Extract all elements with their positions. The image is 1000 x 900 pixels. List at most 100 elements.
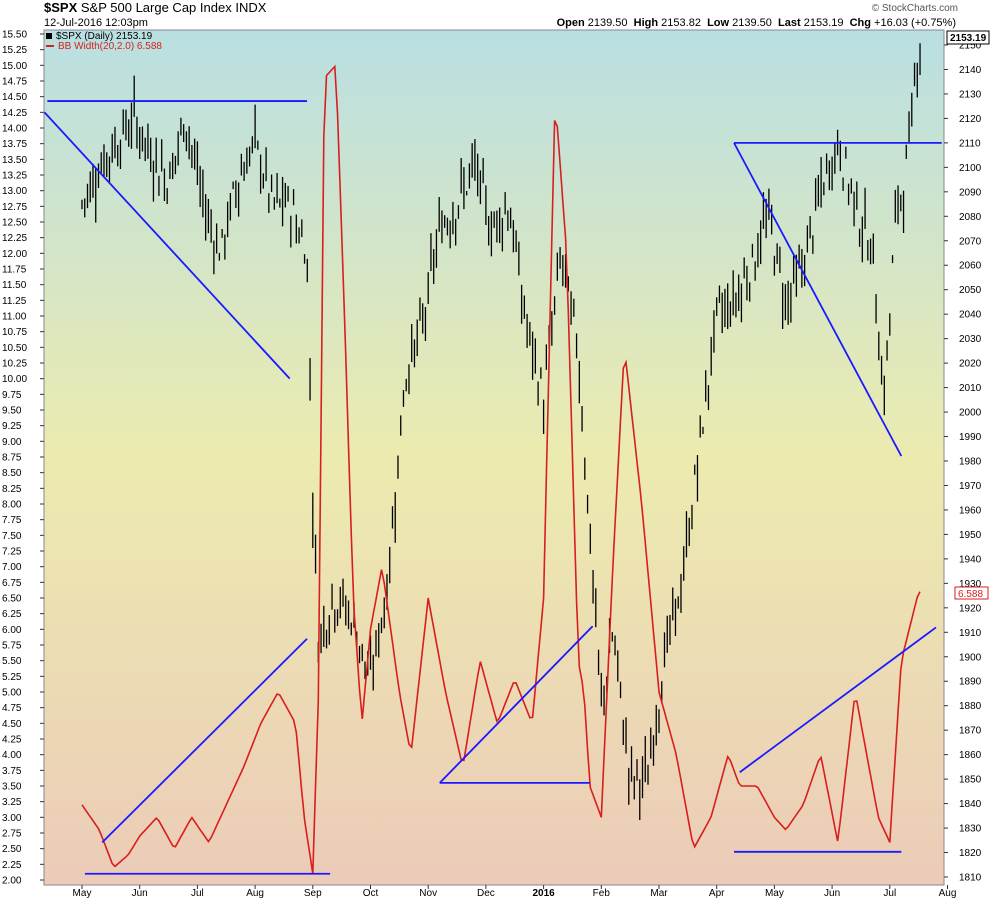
- bb-rising-line: [439, 625, 594, 784]
- left-tick-label: 9.75: [2, 390, 22, 401]
- right-tick-label: 2010: [959, 383, 982, 394]
- x-tick-label: Jul: [191, 888, 204, 899]
- left-tick-label: 6.50: [2, 594, 22, 605]
- x-tick-label: Sep: [304, 888, 322, 899]
- x-tick-label: May: [765, 888, 784, 899]
- left-tick-label: 14.00: [2, 124, 27, 135]
- left-tick-label: 7.25: [2, 547, 22, 558]
- right-tick-label: 1910: [959, 628, 982, 639]
- exchange: INDX: [235, 0, 267, 15]
- x-tick-label: Jun: [824, 888, 840, 899]
- left-tick-label: 4.75: [2, 703, 22, 714]
- left-tick-label: 4.00: [2, 750, 22, 761]
- left-tick-label: 14.25: [2, 108, 27, 119]
- right-tick-label: 1870: [959, 726, 982, 737]
- left-tick-label: 5.25: [2, 672, 22, 683]
- right-tick-label: 1880: [959, 701, 982, 712]
- left-tick-label: 8.25: [2, 484, 22, 495]
- right-tick-label: 2030: [959, 334, 982, 345]
- legend-price: $SPX (Daily) 2153.19: [56, 31, 153, 42]
- right-tick-label: 1980: [959, 457, 982, 468]
- left-tick-label: 13.00: [2, 186, 27, 197]
- left-tick-label: 11.00: [2, 312, 27, 323]
- trendlines: [43, 100, 942, 875]
- price-descending-line: [733, 142, 903, 457]
- left-tick-label: 8.00: [2, 500, 22, 511]
- x-tick-label: Feb: [593, 888, 611, 899]
- left-tick-label: 15.25: [2, 45, 27, 56]
- left-tick-label: 3.75: [2, 766, 22, 777]
- right-tick-label: 2080: [959, 212, 982, 223]
- left-tick-label: 4.25: [2, 735, 22, 746]
- left-tick-label: 6.00: [2, 625, 22, 636]
- right-tick-label: 1900: [959, 652, 982, 663]
- x-tick-label: Jul: [883, 888, 896, 899]
- left-tick-label: 2.00: [2, 876, 22, 887]
- left-tick-label: 12.00: [2, 249, 27, 260]
- right-tick-label: 2060: [959, 261, 982, 272]
- right-tick-label: 1960: [959, 505, 982, 516]
- x-tick-label: May: [73, 888, 92, 899]
- chart-header-title: $SPX S&P 500 Large Cap Index INDX: [44, 0, 267, 15]
- left-tick-label: 6.25: [2, 609, 22, 620]
- right-tick-label: 1990: [959, 432, 982, 443]
- left-tick-label: 10.25: [2, 359, 27, 370]
- low-label: Low: [707, 17, 730, 29]
- left-tick-label: 15.50: [2, 30, 27, 41]
- left-tick-label: 12.25: [2, 233, 27, 244]
- right-tick-label: 2000: [959, 408, 982, 419]
- right-tick-label: 2020: [959, 359, 982, 370]
- left-tick-label: 11.75: [2, 265, 27, 276]
- left-tick-label: 4.50: [2, 719, 22, 730]
- bb-rising-line: [101, 638, 308, 844]
- x-tick-label: Jun: [132, 888, 148, 899]
- left-tick-label: 9.00: [2, 437, 22, 448]
- x-tick-label: Nov: [419, 888, 437, 899]
- right-tick-label: 1820: [959, 848, 982, 859]
- left-tick-label: 5.50: [2, 656, 22, 667]
- left-axis: 15.50 15.25 15.00 14.75 14.50 14.25 14.00 13.75…: [2, 30, 44, 887]
- chg-label: Chg: [849, 17, 871, 29]
- left-tick-label: 12.75: [2, 202, 27, 213]
- x-tick-label: Aug: [246, 888, 264, 899]
- right-tick-label: 1930: [959, 579, 982, 590]
- left-tick-label: 13.50: [2, 155, 27, 166]
- right-axis: 2150 2140 2130 2120 2110 2100 2090 2080 2070 2060…: [944, 41, 982, 884]
- right-tick-label: 2040: [959, 310, 982, 321]
- right-tick-label: 1850: [959, 775, 982, 786]
- left-tick-label: 10.00: [2, 374, 27, 385]
- low-value: 2139.50: [732, 17, 772, 29]
- right-tick-label: 1840: [959, 799, 982, 810]
- open-label: Open: [556, 17, 585, 29]
- high-label: High: [633, 17, 659, 29]
- last-price-box: [946, 30, 990, 45]
- bb-rising-line: [739, 626, 937, 773]
- right-tick-label: 1920: [959, 603, 982, 614]
- left-tick-label: 12.50: [2, 218, 27, 229]
- left-tick-label: 9.25: [2, 421, 22, 432]
- right-tick-label: 1860: [959, 750, 982, 761]
- right-tick-label: 2150: [959, 41, 982, 52]
- left-tick-label: 11.50: [2, 280, 27, 291]
- left-tick-label: 2.25: [2, 860, 22, 871]
- left-tick-label: 2.50: [2, 844, 22, 855]
- high-value: 2153.82: [661, 17, 701, 29]
- right-tick-label: 2070: [959, 236, 982, 247]
- right-tick-label: 2100: [959, 163, 982, 174]
- right-tick-label: 2120: [959, 114, 982, 125]
- left-tick-label: 7.50: [2, 531, 22, 542]
- last-bb-box: [954, 586, 989, 600]
- left-tick-label: 3.25: [2, 797, 22, 808]
- x-tick-label: Mar: [650, 888, 668, 899]
- left-tick-label: 14.75: [2, 77, 27, 88]
- left-tick-label: 3.50: [2, 782, 22, 793]
- datetime: 12-Jul-2016 12:03pm: [44, 17, 148, 29]
- left-tick-label: 5.75: [2, 641, 22, 652]
- open-value: 2139.50: [587, 17, 628, 29]
- left-tick-label: 9.50: [2, 406, 22, 417]
- last-bb-text: 6.588: [958, 589, 983, 600]
- last-label: Last: [778, 17, 801, 29]
- right-tick-label: 2050: [959, 285, 982, 296]
- bb-width-line: [81, 64, 921, 874]
- right-tick-label: 2090: [959, 187, 982, 198]
